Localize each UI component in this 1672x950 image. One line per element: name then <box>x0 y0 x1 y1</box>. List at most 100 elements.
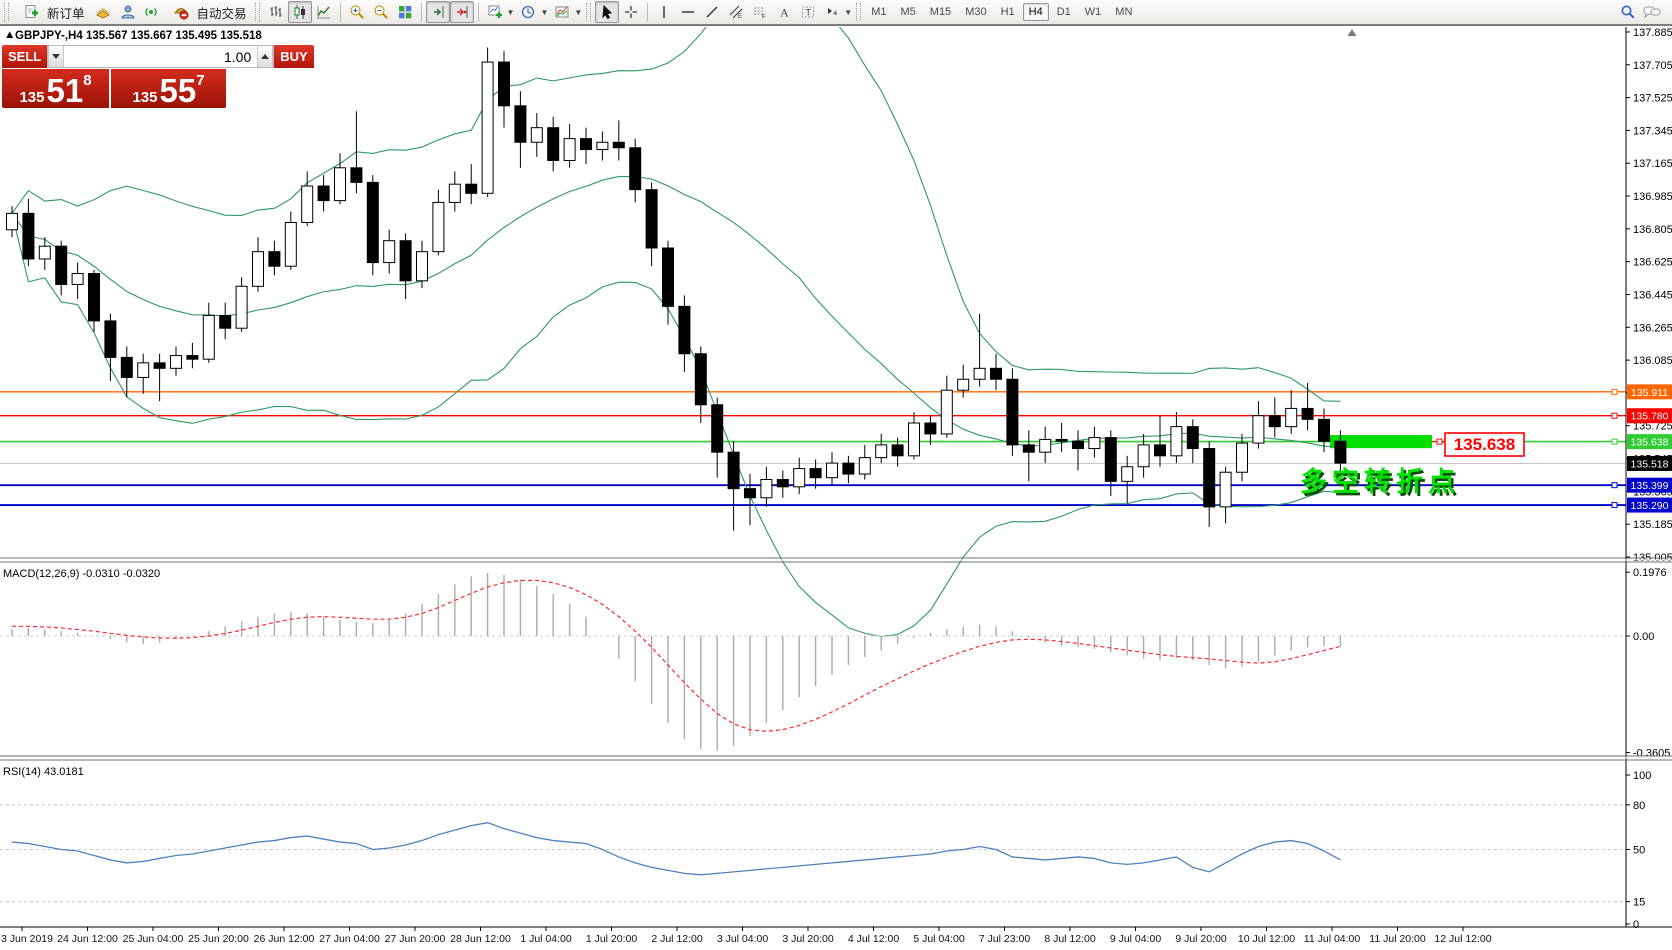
volume-increase-button[interactable] <box>257 46 274 67</box>
price-callout-box[interactable] <box>1444 432 1525 457</box>
buy-button[interactable]: BUY <box>274 45 314 68</box>
new-order-icon <box>19 1 43 23</box>
sell-button[interactable]: SELL <box>2 45 48 68</box>
timeframe-button-h1[interactable]: H1 <box>1000 6 1015 18</box>
candle <box>498 61 510 107</box>
chart-shift-marker[interactable] <box>1347 29 1357 36</box>
accounts-icon[interactable] <box>115 1 139 23</box>
line-chart-icon[interactable] <box>312 1 336 23</box>
candle <box>120 356 133 378</box>
macd-signal-line <box>12 579 1341 732</box>
crosshair-icon[interactable] <box>619 1 643 23</box>
timeframe-button-w1[interactable]: W1 <box>1084 6 1102 18</box>
hline-anchor[interactable] <box>1611 388 1618 395</box>
new-order-button[interactable]: 新订单 <box>13 1 91 23</box>
time-tick-label: 11 Jul 04:00 <box>1304 933 1361 945</box>
turning-point-text-shadow: 多空转折点 <box>1303 469 1463 500</box>
candle <box>6 212 18 231</box>
rsi-tick-label: 0 <box>1633 919 1639 931</box>
candlestick-chart-icon[interactable] <box>287 1 312 23</box>
time-tick-label: 1 Jul 20:00 <box>586 933 638 945</box>
volume-input[interactable] <box>64 46 258 67</box>
volume-decrease-button[interactable] <box>48 46 65 67</box>
candle <box>137 362 150 378</box>
timeframe-button-h4[interactable]: H4 <box>1022 3 1049 21</box>
triangle-down-icon <box>52 54 61 59</box>
equidistant-channel-tool-icon[interactable]: E <box>724 1 748 23</box>
sell-price-button[interactable]: 135 51 8 <box>2 69 109 108</box>
market-watch-icon[interactable] <box>91 1 115 23</box>
indicators-dropdown-caret[interactable]: ▼ <box>574 7 583 17</box>
hline-anchor[interactable] <box>1611 502 1618 509</box>
candle <box>776 479 789 488</box>
timeframe-button-m30[interactable]: M30 <box>965 6 987 18</box>
toolbar-grip[interactable] <box>254 3 260 21</box>
price-tick-label: 136.085 <box>1633 355 1672 367</box>
candle <box>1006 378 1019 446</box>
candle <box>1154 444 1166 457</box>
volume-control <box>47 45 275 68</box>
profiles-dropdown-caret[interactable]: ▼ <box>540 7 549 17</box>
buy-price-button[interactable]: 135 55 7 <box>111 69 226 108</box>
callout-anchor[interactable] <box>1436 438 1443 445</box>
profiles-clock-icon[interactable] <box>516 1 540 23</box>
time-tick-label: 24 Jun 12:00 <box>57 933 118 945</box>
bollinger-middle-band <box>11 175 1341 448</box>
toolbar-grip[interactable] <box>586 3 592 21</box>
hline-anchor[interactable] <box>1611 482 1618 489</box>
text-tool-icon[interactable]: A <box>772 1 796 23</box>
toolbar-grip[interactable] <box>4 3 9 21</box>
highlight-zone[interactable] <box>1330 435 1432 449</box>
time-tick-label: 3 Jul 20:00 <box>782 933 834 945</box>
candle <box>990 367 1002 380</box>
hline-anchor[interactable] <box>1611 412 1618 419</box>
bar-chart-icon[interactable] <box>264 1 288 23</box>
horizontal-line-tool-icon[interactable] <box>676 1 700 23</box>
zoom-out-icon[interactable] <box>369 1 393 23</box>
candle <box>1318 418 1330 442</box>
new-chart-dropdown-caret[interactable]: ▼ <box>506 7 515 17</box>
candle <box>727 451 740 490</box>
candle <box>547 127 560 161</box>
timeframe-button-d1[interactable]: D1 <box>1056 6 1071 18</box>
candle <box>1072 440 1084 450</box>
fibonacci-tool-icon[interactable]: F <box>748 1 772 23</box>
zoom-in-icon[interactable] <box>345 1 369 23</box>
arrows-dropdown-caret[interactable]: ▼ <box>844 7 853 17</box>
chat-icon[interactable] <box>1640 1 1664 23</box>
time-tick-label: 25 Jun 04:00 <box>123 933 184 945</box>
symbol-trend-arrow-icon: ▲ <box>4 29 15 41</box>
price-line-label: 135.780 <box>1631 411 1669 423</box>
auto-trading-icon <box>169 1 193 23</box>
trendline-tool-icon[interactable] <box>700 1 724 23</box>
timeframe-button-m5[interactable]: M5 <box>900 6 916 18</box>
vertical-line-tool-icon[interactable] <box>652 1 676 23</box>
time-tick-label: 7 Jul 23:00 <box>979 933 1031 945</box>
candle <box>596 141 609 151</box>
timeframe-button-m15[interactable]: M15 <box>929 6 952 18</box>
timeframe-button-mn[interactable]: MN <box>1115 6 1133 18</box>
bollinger-lower-band <box>11 213 1341 638</box>
hline-anchor[interactable] <box>1611 438 1618 445</box>
candle <box>1055 438 1068 442</box>
search-icon[interactable] <box>1616 1 1640 23</box>
text-label-tool-icon[interactable]: T <box>796 1 820 23</box>
svg-text:A: A <box>780 6 789 20</box>
quote-header: GBPJPY-,H4 135.567 135.667 135.495 135.5… <box>15 30 262 42</box>
timeframe-button-m1[interactable]: M1 <box>871 6 887 18</box>
chart-shift-icon[interactable] <box>425 1 450 23</box>
indicators-template-icon[interactable] <box>550 1 574 23</box>
price-tick-label: 136.445 <box>1633 289 1672 301</box>
arrows-tool-icon[interactable] <box>820 1 844 23</box>
tile-windows-icon[interactable] <box>393 1 417 23</box>
new-chart-icon[interactable] <box>483 1 507 23</box>
auto-scroll-icon[interactable] <box>449 1 474 23</box>
price-line-label: 135.911 <box>1631 387 1668 399</box>
cursor-icon[interactable] <box>595 1 620 23</box>
auto-trading-button[interactable]: 自动交易 <box>163 1 253 23</box>
price-tick-label: 137.165 <box>1633 158 1672 170</box>
toolbar-grip[interactable] <box>856 3 862 21</box>
signals-icon[interactable] <box>139 1 163 23</box>
